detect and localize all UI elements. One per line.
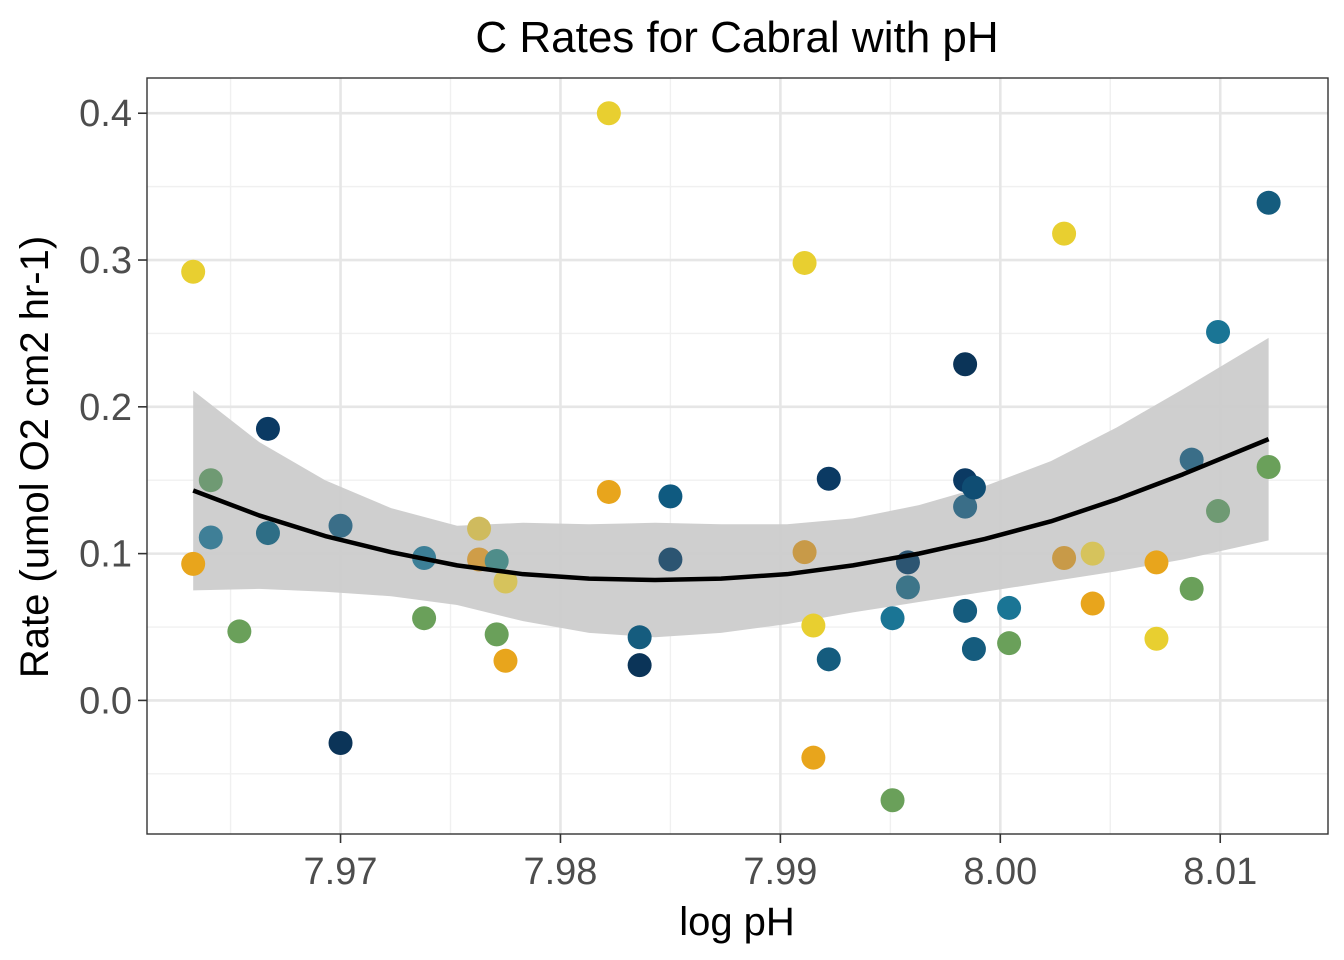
- data-point: [596, 479, 621, 504]
- y-tick-label: 0.2: [79, 387, 132, 429]
- y-tick-label: 0.3: [79, 240, 132, 282]
- data-point: [1206, 319, 1231, 344]
- x-tick-label: 7.98: [523, 851, 597, 893]
- y-axis: 0.0 0.1 0.2 0.3 0.4: [79, 93, 147, 722]
- data-point: [1179, 576, 1204, 601]
- data-point: [1052, 546, 1077, 571]
- data-point: [658, 547, 683, 572]
- x-axis-title: log pH: [679, 900, 795, 944]
- data-point: [627, 625, 652, 650]
- data-point: [792, 540, 817, 565]
- data-point: [412, 606, 437, 631]
- data-point: [816, 647, 841, 672]
- confidence-band: [193, 337, 1269, 638]
- data-point: [467, 516, 492, 541]
- data-point: [328, 513, 353, 538]
- data-point: [1144, 626, 1169, 651]
- data-point: [658, 484, 683, 509]
- data-point: [493, 648, 518, 673]
- data-point: [484, 622, 509, 647]
- data-point: [961, 637, 986, 662]
- data-point: [1206, 499, 1231, 524]
- data-point: [1080, 541, 1105, 566]
- confidence-band-area: [193, 337, 1269, 638]
- data-point: [493, 569, 518, 594]
- data-point: [961, 475, 986, 500]
- x-tick-label: 8.00: [963, 851, 1037, 893]
- data-point: [997, 595, 1022, 620]
- y-tick-label: 0.4: [79, 93, 132, 135]
- data-point: [1256, 455, 1281, 480]
- y-axis-title: Rate (umol O2 cm2 hr-1): [13, 236, 57, 678]
- data-point: [181, 551, 206, 576]
- data-point: [1179, 447, 1204, 472]
- fit-line: [192, 437, 1270, 583]
- data-point: [953, 494, 978, 519]
- data-point: [792, 250, 817, 275]
- data-point: [484, 548, 509, 573]
- data-point: [801, 613, 826, 638]
- data-point: [997, 631, 1022, 656]
- chart-title: C Rates for Cabral with pH: [475, 13, 998, 62]
- data-point: [953, 352, 978, 377]
- y-tick-label: 0.1: [79, 534, 132, 576]
- data-point: [328, 730, 353, 755]
- x-axis: 7.97 7.98 7.99 8.00 8.01: [304, 834, 1257, 893]
- data-point: [1256, 190, 1281, 215]
- data-point: [953, 598, 978, 623]
- data-point: [181, 259, 206, 284]
- data-point: [255, 416, 280, 441]
- data-point: [596, 101, 621, 126]
- data-point: [801, 745, 826, 770]
- x-tick-label: 7.99: [743, 851, 817, 893]
- data-point: [198, 468, 223, 493]
- data-point: [816, 466, 841, 491]
- data-point: [1144, 550, 1169, 575]
- data-point: [255, 521, 280, 546]
- data-point: [880, 788, 905, 813]
- data-point: [627, 653, 652, 678]
- data-point: [198, 525, 223, 550]
- fit-curve: [192, 437, 1270, 583]
- data-point: [895, 575, 920, 600]
- panel-border: [146, 77, 1329, 835]
- data-point: [1080, 591, 1105, 616]
- data-point: [227, 619, 252, 644]
- y-tick-label: 0.0: [79, 680, 132, 722]
- x-tick-label: 8.01: [1183, 851, 1257, 893]
- data-points: [181, 101, 1281, 813]
- x-tick-label: 7.97: [304, 851, 378, 893]
- data-point: [1052, 221, 1077, 246]
- data-point: [880, 606, 905, 631]
